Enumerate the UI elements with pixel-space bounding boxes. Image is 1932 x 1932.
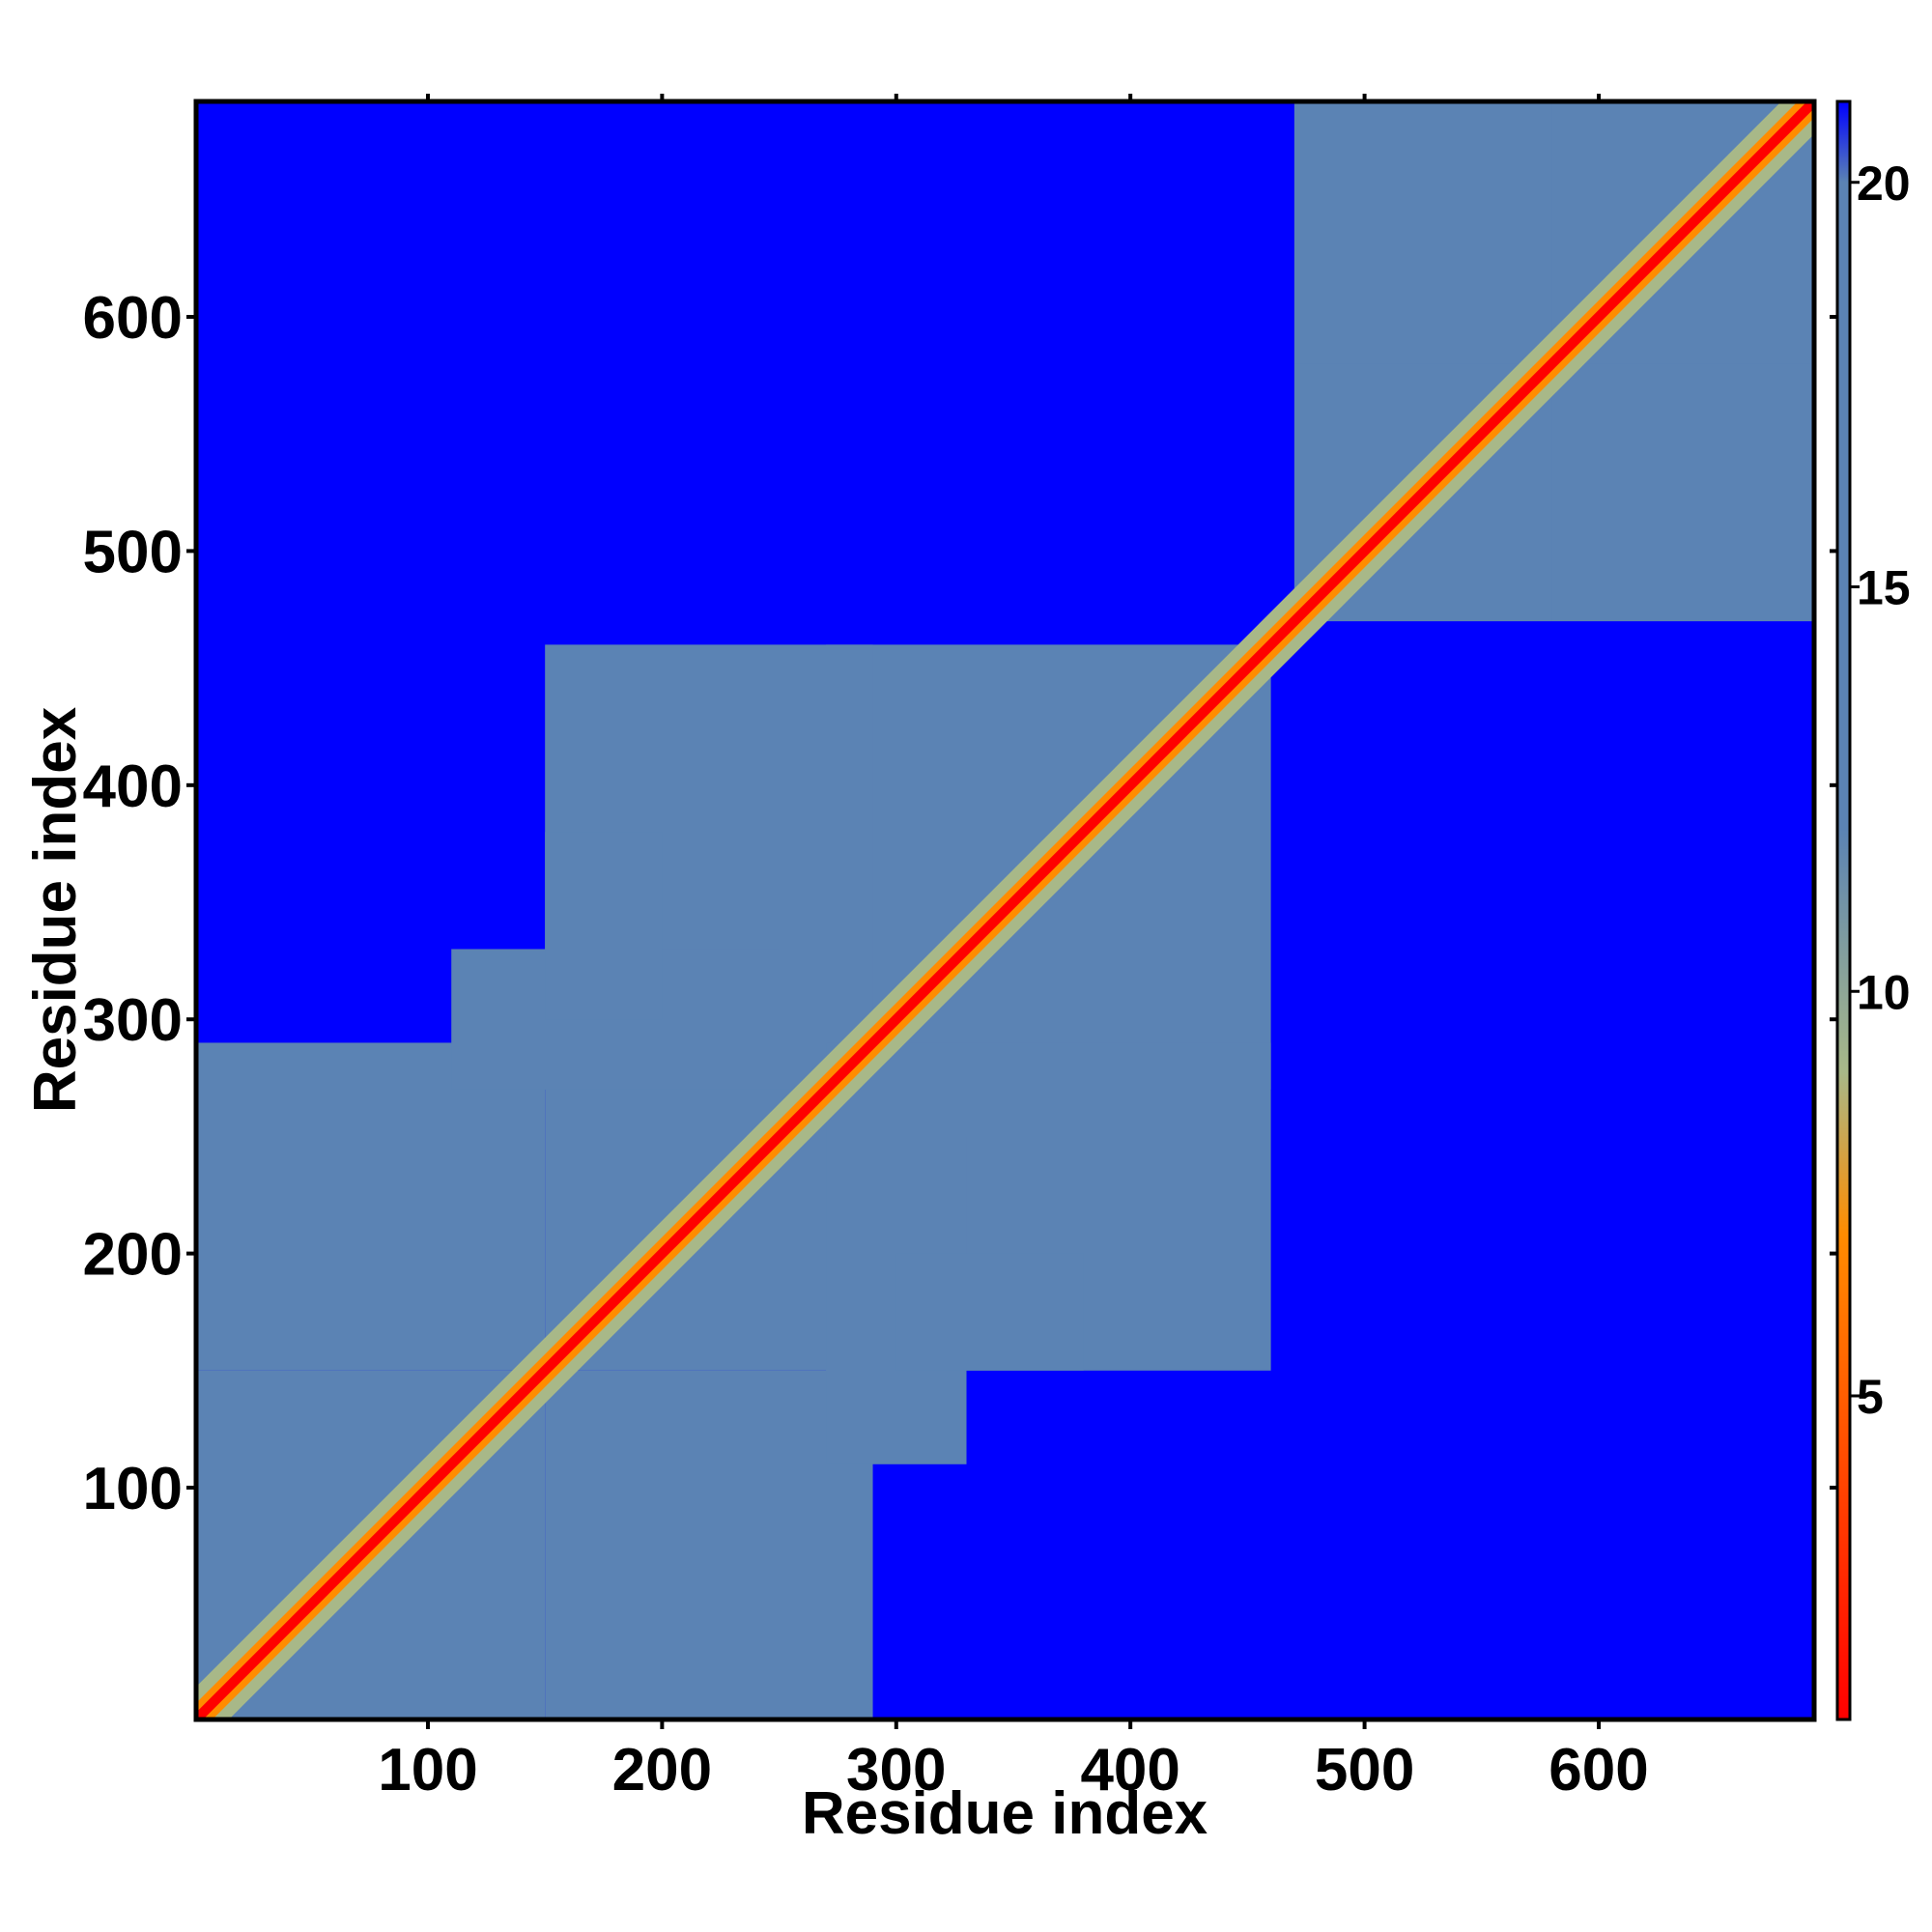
contact-patch-3 bbox=[1293, 101, 1552, 364]
y-axis: 100 200 300 400 500 600 bbox=[83, 285, 196, 1522]
colorbar-tick-label: 10 bbox=[1857, 965, 1911, 1019]
x-axis-title: Residue index bbox=[802, 1780, 1208, 1847]
heatmap-area bbox=[193, 99, 1817, 1722]
x-tick-label: 400 bbox=[1080, 1737, 1179, 1804]
colorbar-tick-label: 5 bbox=[1857, 1370, 1884, 1424]
colorbar: 5 10 15 20 bbox=[1830, 99, 1911, 1721]
x-tick-label: 500 bbox=[1315, 1737, 1414, 1804]
colorbar-ticks: 5 10 15 20 bbox=[1830, 156, 1911, 1491]
x-tick-label: 300 bbox=[846, 1737, 946, 1804]
diagonal-line bbox=[196, 101, 1814, 1719]
y-tick-label: 300 bbox=[83, 987, 183, 1054]
colorbar-tick-label: 15 bbox=[1857, 561, 1911, 615]
x-axis: 100 200 300 400 500 600 bbox=[378, 94, 1649, 1804]
y-tick-label: 200 bbox=[83, 1222, 183, 1289]
y-tick-label: 600 bbox=[83, 285, 183, 352]
contact-patch-5 bbox=[895, 1253, 1084, 1371]
plot-frame bbox=[193, 99, 1817, 1722]
x-tick-label: 200 bbox=[612, 1737, 712, 1804]
y-axis-title: Residue index bbox=[22, 706, 89, 1113]
y-tick-label: 500 bbox=[83, 519, 183, 585]
colorbar-tick-label: 20 bbox=[1857, 156, 1911, 211]
x-tick-label: 600 bbox=[1548, 1737, 1648, 1804]
contact-patch-mirror-3 bbox=[1551, 363, 1814, 622]
y-tick-label: 100 bbox=[83, 1456, 183, 1522]
colorbar-gradient bbox=[1835, 99, 1852, 1721]
x-tick-label: 100 bbox=[378, 1737, 477, 1804]
contact-patch-mirror-5 bbox=[545, 832, 663, 1020]
contact-patch-1 bbox=[196, 1042, 546, 1371]
contact-patch-mirror-1 bbox=[545, 1370, 873, 1719]
y-tick-label: 400 bbox=[83, 753, 183, 820]
heatmap-cells bbox=[196, 101, 1814, 1719]
